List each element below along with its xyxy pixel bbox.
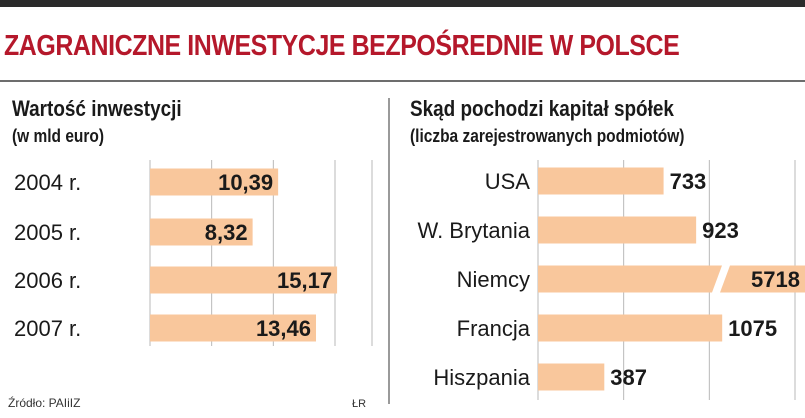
- bar-2005r: [150, 218, 253, 246]
- category-label: USA: [485, 169, 531, 194]
- bar-value-label: 733: [670, 169, 707, 194]
- bar-niemcy-continued: [720, 265, 805, 293]
- category-label: 2005 r.: [14, 220, 81, 245]
- bar-wbrytania: [538, 216, 697, 244]
- category-label: 2006 r.: [14, 268, 81, 293]
- category-label: Hiszpania: [433, 365, 530, 390]
- category-label: 2007 r.: [14, 316, 81, 341]
- title-divider: [0, 80, 805, 82]
- bar-francja: [538, 314, 723, 342]
- left-chart-subtitle: (w mld euro): [12, 126, 105, 146]
- category-label: 2004 r.: [14, 170, 81, 195]
- right-chart-title: Skąd pochodzi kapitał spółek: [410, 96, 674, 121]
- bar-2004r: [150, 168, 279, 196]
- right-chart-subtitle: (liczba zarejestrowanych podmiotów): [410, 126, 685, 146]
- bar-hiszpania: [538, 363, 605, 391]
- bar-value-label: 10,39: [218, 170, 273, 195]
- column-divider: [388, 98, 390, 404]
- bar-niemcy: [538, 265, 722, 293]
- page-title: ZAGRANICZNE INWESTYCJE BEZPOŚREDNIE W PO…: [4, 30, 680, 62]
- bar-value-label: 387: [610, 365, 647, 390]
- bar-value-label: 5718: [751, 267, 800, 292]
- author-credit: ŁR: [352, 398, 367, 410]
- bar-value-label: 923: [702, 218, 739, 243]
- bar-2006r: [150, 266, 338, 294]
- source-note: Źródło: PAIiIZ: [8, 396, 81, 410]
- left-chart-title: Wartość inwestycji: [12, 96, 182, 121]
- category-label: W. Brytania: [418, 218, 531, 243]
- top-rule: [0, 0, 805, 7]
- bar-value-label: 15,17: [277, 268, 332, 293]
- bar-2007r: [150, 314, 317, 342]
- bar-value-label: 1075: [728, 316, 777, 341]
- category-label: Francja: [457, 316, 531, 341]
- category-label: Niemcy: [457, 267, 530, 292]
- bar-value-label: 8,32: [205, 220, 248, 245]
- bar-value-label: 13,46: [256, 316, 311, 341]
- bar-usa: [538, 167, 664, 195]
